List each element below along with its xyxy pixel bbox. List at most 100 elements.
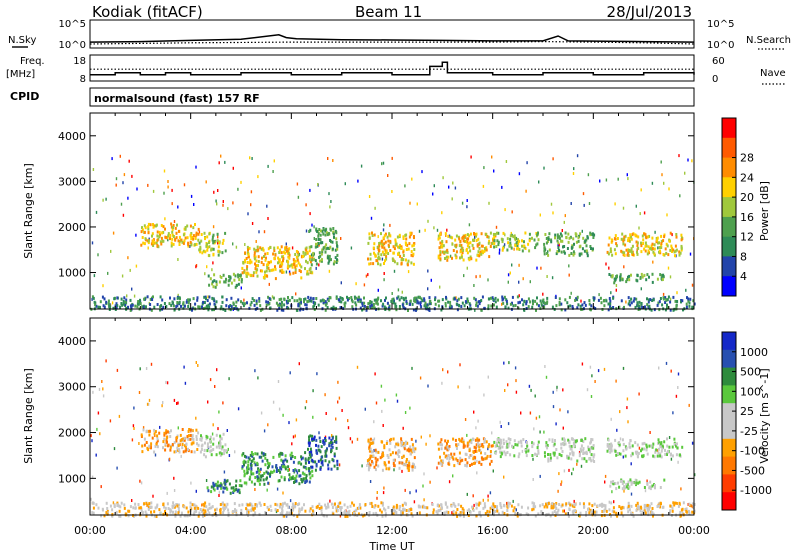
echo-speckle <box>167 185 169 189</box>
echo-cell-region-0 <box>177 229 180 233</box>
echo-cell-region-0 <box>178 448 181 452</box>
echo-cell-region-11 <box>103 514 106 518</box>
echo-cell-region-3 <box>280 458 283 462</box>
echo-speckle <box>423 498 425 502</box>
echo-cell-region-4 <box>333 260 336 264</box>
echo-cell-region-6 <box>459 256 461 260</box>
echo-cell-region-6 <box>483 249 486 253</box>
echo-cell-region-3 <box>262 275 265 279</box>
echo-cell-region-3 <box>249 453 252 457</box>
echo-cell-region-11 <box>689 297 692 301</box>
echo-cell-region-8 <box>592 247 594 251</box>
echo-cell-region-0 <box>192 438 195 441</box>
x-tick-label-6: 00:00 <box>678 524 710 537</box>
echo-cell-region-6 <box>457 235 460 239</box>
echo-cell-region-11 <box>213 302 216 306</box>
echo-cell-region-11 <box>421 299 424 303</box>
echo-cell-region-6 <box>463 444 466 448</box>
echo-cell-region-11 <box>419 505 422 509</box>
echo-cell-region-9 <box>671 445 674 449</box>
echo-cell-region-6 <box>455 245 458 249</box>
echo-cell-region-0 <box>194 237 197 240</box>
echo-cell-region-11 <box>253 299 256 302</box>
echo-cell-region-0 <box>190 450 193 454</box>
echo-speckle <box>622 366 625 370</box>
echo-cell-region-10 <box>662 273 665 277</box>
echo-cell-region-3 <box>280 264 283 268</box>
echo-cell-region-8 <box>593 453 596 457</box>
echo-cell-region-9 <box>668 239 671 243</box>
echo-cell-region-3 <box>242 452 245 456</box>
echo-cell-region-11 <box>664 308 667 312</box>
echo-cell-region-0 <box>181 428 184 431</box>
echo-cell-region-5 <box>402 442 405 445</box>
echo-speckle <box>538 415 541 419</box>
freq-left-tick-bottom: 8 <box>80 74 86 85</box>
echo-cell-region-11 <box>671 506 674 510</box>
echo-speckle <box>487 375 489 379</box>
echo-cell-region-6 <box>466 461 469 465</box>
echo-cell-region-3 <box>283 463 286 467</box>
echo-cell-region-7 <box>494 233 497 236</box>
echo-cell-region-7 <box>517 242 520 245</box>
echo-cell-region-11 <box>315 297 318 300</box>
echo-speckle <box>277 380 280 383</box>
echo-cell-region-4 <box>336 253 339 257</box>
echo-speckle <box>473 284 475 287</box>
echo-cell-region-11 <box>202 502 205 506</box>
echo-speckle <box>338 396 341 400</box>
echo-cell-region-3 <box>262 453 265 457</box>
echo-cell-region-11 <box>171 301 174 305</box>
echo-cell-region-11 <box>669 509 672 513</box>
echo-cell-region-3 <box>242 261 245 265</box>
echo-speckle <box>666 213 668 217</box>
echo-cell-region-11 <box>657 301 660 305</box>
echo-cell-region-11 <box>346 295 348 299</box>
echo-cell-region-8 <box>570 246 573 250</box>
echo-speckle <box>228 377 230 381</box>
echo-cell-region-11 <box>417 295 420 299</box>
echo-speckle <box>232 166 234 170</box>
echo-cell-region-11 <box>620 299 623 303</box>
echo-cell-region-6 <box>441 239 444 243</box>
echo-cell-region-5 <box>372 461 374 465</box>
echo-cell-region-11 <box>664 301 667 304</box>
echo-cell-region-9 <box>655 237 658 240</box>
echo-speckle <box>205 479 208 482</box>
echo-cell-region-0 <box>143 230 146 234</box>
echo-cell-region-6 <box>478 448 481 452</box>
echo-cell-region-11 <box>120 501 123 505</box>
echo-speckle <box>373 420 375 424</box>
echo-cell-region-5 <box>404 233 407 237</box>
echo-cell-region-11 <box>174 514 177 518</box>
echo-cell-region-6 <box>477 250 480 254</box>
echo-cell-region-2 <box>224 280 227 284</box>
echo-cell-region-2 <box>211 280 214 284</box>
colorbar-cell-0 <box>722 118 736 139</box>
echo-speckle <box>411 366 413 370</box>
echo-cell-region-11 <box>532 505 535 508</box>
echo-speckle <box>173 398 176 402</box>
echo-cell-region-11 <box>650 502 653 506</box>
echo-cell-region-3 <box>305 259 307 263</box>
echo-cell-region-6 <box>480 244 483 248</box>
echo-cell-region-4 <box>308 230 311 233</box>
echo-cell-region-11 <box>259 503 262 507</box>
echo-cell-region-11 <box>183 505 186 509</box>
echo-cell-region-5 <box>402 463 405 467</box>
echo-cell-region-3 <box>294 253 297 256</box>
echo-cell-region-3 <box>308 469 311 473</box>
echo-cell-region-5 <box>393 247 396 251</box>
echo-cell-region-8 <box>568 253 571 257</box>
echo-speckle <box>118 414 121 418</box>
power-ylabel: Slant Range [km] <box>22 163 35 259</box>
echo-cell-region-9 <box>658 246 661 249</box>
echo-cell-region-11 <box>187 298 190 302</box>
echo-cell-region-11 <box>405 502 407 506</box>
echo-cell-region-11 <box>457 297 460 301</box>
echo-cell-region-7 <box>518 452 521 456</box>
echo-cell-region-3 <box>254 463 257 467</box>
echo-cell-region-6 <box>448 460 450 464</box>
echo-cell-region-11 <box>532 507 535 511</box>
echo-speckle <box>376 496 378 500</box>
